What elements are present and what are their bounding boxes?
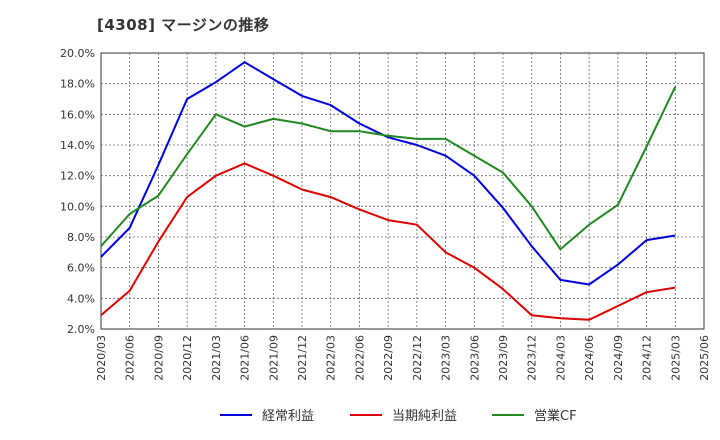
x-tick-label: 2021/03 — [210, 335, 223, 381]
x-tick-label: 2023/03 — [440, 335, 453, 381]
y-tick-label: 10.0% — [60, 200, 95, 213]
y-tick-label: 8.0% — [67, 231, 95, 244]
x-tick-label: 2023/09 — [497, 335, 510, 381]
x-tick-label: 2024/06 — [583, 335, 596, 381]
x-tick-label: 2020/03 — [95, 335, 108, 381]
x-tick-label: 2022/09 — [382, 335, 395, 381]
chart-title: [4308] マージンの推移 — [97, 16, 270, 34]
x-tick-label: 2023/12 — [526, 335, 539, 381]
y-tick-label: 2.0% — [67, 323, 95, 336]
series-line — [100, 162, 676, 321]
x-tick-label: 2022/06 — [353, 335, 366, 381]
x-tick-label: 2021/06 — [239, 335, 252, 381]
legend-label: 経常利益 — [262, 409, 314, 424]
legend-label: 営業CF — [534, 408, 577, 424]
x-tick-label: 2021/12 — [296, 335, 309, 381]
x-tick-label: 2020/09 — [152, 335, 165, 381]
y-tick-label: 6.0% — [67, 262, 95, 275]
x-tick-label: 2024/09 — [612, 335, 625, 381]
y-tick-label: 14.0% — [60, 139, 95, 152]
x-tick-label: 2022/03 — [325, 335, 338, 381]
x-tick-label: 2023/06 — [468, 335, 481, 381]
x-tick-label: 2022/12 — [411, 335, 424, 381]
series-lines — [100, 61, 677, 321]
legend: 経常利益 当期純利益 営業CF — [220, 408, 577, 424]
series-line — [100, 86, 677, 251]
plot-area — [100, 52, 705, 330]
series-line — [100, 61, 676, 286]
y-tick-label: 12.0% — [60, 170, 95, 183]
y-tick-labels: 2.0% 4.0% 6.0% 8.0% 10.0% 12.0% 14.0% 16.0% 18.0… — [60, 47, 95, 336]
grid-lines — [101, 53, 704, 329]
y-tick-label: 18.0% — [60, 78, 95, 91]
x-tick-label: 2024/03 — [554, 335, 567, 381]
x-tick-labels: 2020/03 2020/06 2020/09 2020/12 2021/03 2021/… — [95, 335, 711, 381]
y-tick-label: 20.0% — [60, 47, 95, 60]
x-tick-label: 2021/09 — [267, 335, 280, 381]
legend-label: 当期純利益 — [392, 409, 457, 424]
x-tick-label: 2020/12 — [181, 335, 194, 381]
y-tick-label: 4.0% — [67, 292, 95, 305]
y-tick-label: 16.0% — [60, 108, 95, 121]
x-tick-label: 2025/06 — [698, 335, 711, 381]
x-tick-label: 2025/03 — [669, 335, 682, 381]
x-tick-label: 2024/12 — [641, 335, 654, 381]
x-tick-label: 2020/06 — [124, 335, 137, 381]
